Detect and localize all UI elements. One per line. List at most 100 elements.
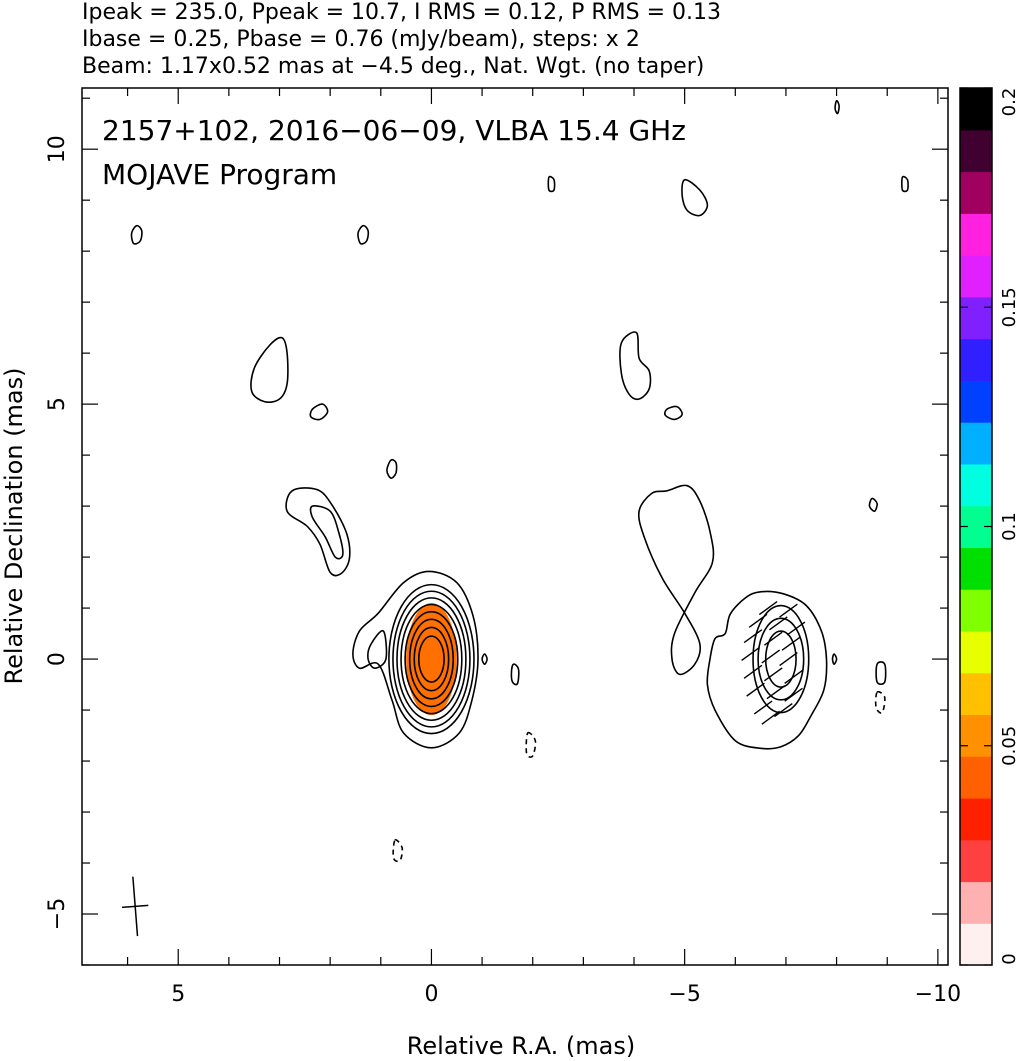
intensity-contour-1 [367, 629, 388, 670]
evpa-vector-12 [763, 667, 783, 682]
colorbar-swatch-15 [960, 296, 992, 340]
intensity-contour-10 [481, 653, 488, 666]
core-contour-3 [404, 610, 459, 708]
colorbar-ticks: 0 0.05 0.1 0.15 0.2 [960, 87, 1020, 966]
colorbar-tick-label-4: 0.2 [999, 88, 1020, 117]
colorbar-swatch-16 [960, 255, 992, 298]
polarization-contour-6 [834, 99, 840, 115]
source-title: 2157+102, 2016−06−09, VLBA 15.4 GHz [102, 114, 686, 147]
colorbar-swatch-8 [960, 589, 992, 632]
evpa-vector-9 [761, 649, 781, 664]
colorbar-swatch-7 [960, 630, 992, 674]
colorbar-swatch-18 [960, 171, 992, 214]
axis-ticks: 5 0 −5 −10 10 5 0 −5 [45, 88, 961, 1007]
header-line-2: Ibase = 0.25, Pbase = 0.76 (mJy/beam), s… [82, 27, 640, 52]
core-contour-2 [408, 618, 455, 700]
polarization-contour-2 [664, 405, 683, 421]
colorbar-swatch-17 [960, 213, 992, 256]
colorbar-swatch-6 [960, 672, 992, 716]
evpa-vector-6 [763, 631, 783, 646]
polarization-contour-4 [681, 178, 709, 217]
evpa-vector-0 [758, 601, 778, 616]
evpa-vector-5 [743, 629, 763, 644]
y-tick-label-3: −5 [45, 898, 70, 930]
polarization-contour-9 [831, 653, 838, 666]
y-tick-label-0: 10 [45, 135, 70, 163]
y-tick-label-1: 5 [45, 397, 70, 411]
polarization-core-contour-1 [757, 617, 805, 701]
intensity-contour-3 [309, 505, 344, 560]
evpa-vector-11 [743, 664, 763, 679]
colorbar-swatch-13 [960, 380, 992, 423]
evpa-vectors [741, 601, 806, 725]
evpa-vector-10 [779, 652, 798, 667]
intensity-contour-11 [510, 663, 520, 686]
beam-marker [121, 876, 149, 937]
plot-frame [81, 87, 949, 966]
negative-contour-0 [525, 731, 537, 758]
evpa-vector-4 [786, 621, 806, 636]
evpa-vector-16 [784, 687, 803, 702]
colorbar: 0 0.05 0.1 0.15 0.2 [959, 87, 1020, 966]
colorbar-swatch-11 [960, 463, 992, 507]
colorbar-swatch-5 [960, 714, 992, 757]
colorbar-swatch-12 [960, 422, 992, 465]
evpa-vector-19 [761, 710, 781, 725]
colorbar-swatches [960, 88, 992, 966]
colorbar-swatch-9 [960, 547, 992, 590]
polarization-contour-0 [706, 590, 828, 750]
colorbar-tick-label-3: 0.15 [999, 287, 1020, 327]
intensity-contour-5 [309, 403, 329, 421]
core-fill [406, 602, 457, 716]
colorbar-swatch-19 [960, 129, 992, 173]
source-annotation: 2157+102, 2016−06−09, VLBA 15.4 GHz MOJA… [102, 114, 686, 191]
colorbar-swatch-0 [960, 923, 992, 966]
x-axis-label: Relative R.A. (mas) [407, 1032, 635, 1060]
core-contour-4 [400, 603, 463, 715]
x-tick-label-0: 5 [171, 982, 185, 1007]
x-tick-label-1: 0 [424, 982, 438, 1007]
intensity-contour-6 [386, 458, 398, 479]
core-contour-6 [392, 590, 471, 728]
evpa-vector-14 [746, 682, 765, 697]
program-name: MOJAVE Program [102, 158, 337, 191]
intensity-contour-0 [352, 570, 479, 749]
polarization-contour-5 [901, 175, 909, 193]
evpa-vector-8 [741, 646, 760, 662]
x-tick-label-2: −5 [668, 982, 700, 1007]
plot-header: Ipeak = 235.0, Ppeak = 10.7, I RMS = 0.1… [82, 0, 721, 79]
negative-contour-1 [392, 838, 404, 863]
y-tick-label-2: 0 [45, 652, 70, 666]
evpa-vector-1 [779, 603, 798, 618]
core-contour-1 [413, 626, 450, 692]
colorbar-swatch-20 [960, 88, 992, 131]
y-axis-label: Relative Declination (mas) [0, 367, 28, 684]
intensity-contour-2 [285, 487, 351, 577]
colorbar-swatch-14 [960, 338, 992, 381]
colorbar-swatch-2 [960, 839, 992, 883]
contour-lines [130, 99, 909, 863]
polarization-contour-7 [868, 497, 878, 513]
colorbar-swatch-1 [960, 881, 992, 924]
polarization-contour-1 [619, 331, 652, 401]
evpa-vector-15 [766, 685, 786, 700]
intensity-contour-8 [357, 224, 370, 245]
intensity-contour-9 [547, 175, 556, 193]
polarization-contour-3 [637, 484, 715, 676]
core-contour-7 [388, 583, 475, 735]
core-contour-5 [396, 597, 467, 722]
evpa-vector-7 [781, 636, 801, 651]
x-tick-label-3: −10 [915, 982, 961, 1007]
colorbar-tick-label-2: 0.1 [999, 512, 1020, 541]
intensity-contour-4 [250, 336, 289, 403]
header-line-3: Beam: 1.17x0.52 mas at −4.5 deg., Nat. W… [82, 54, 704, 79]
evpa-vector-3 [769, 616, 788, 631]
colorbar-swatch-3 [960, 797, 992, 841]
colorbar-tick-label-0: 0 [999, 953, 1020, 964]
evpa-vector-2 [748, 613, 768, 628]
colorbar-tick-label-1: 0.05 [999, 726, 1020, 766]
polarization-contour-8 [875, 661, 887, 686]
core-contour-0 [417, 635, 445, 683]
header-line-1: Ipeak = 235.0, Ppeak = 10.7, I RMS = 0.1… [82, 0, 721, 25]
